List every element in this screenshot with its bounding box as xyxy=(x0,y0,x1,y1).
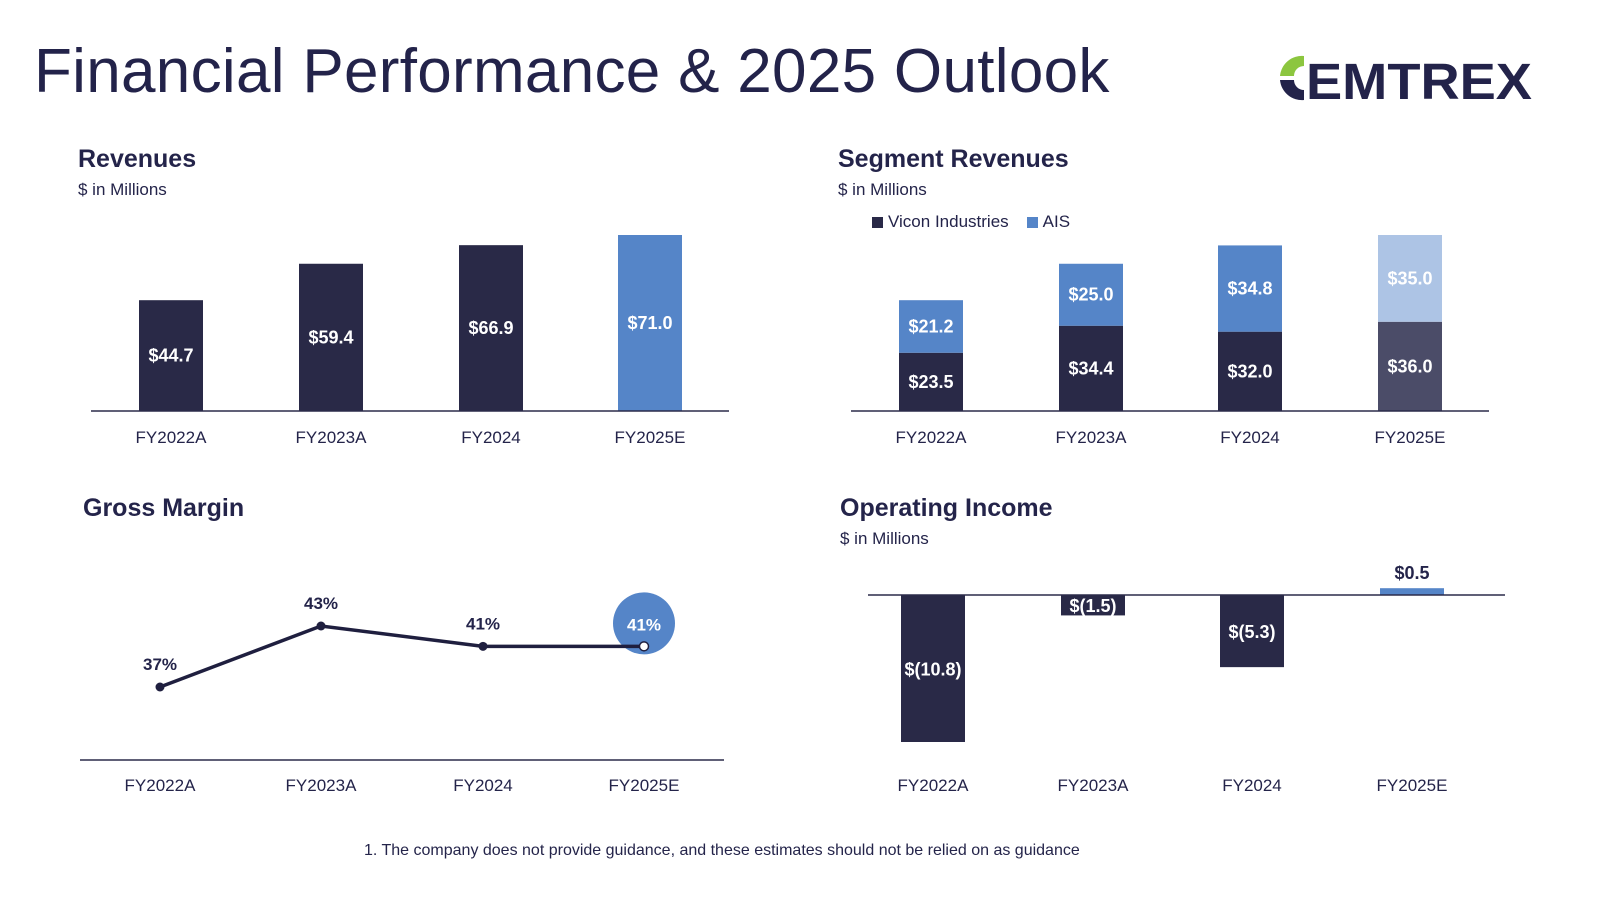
revenue-data-label: $59.4 xyxy=(308,327,353,347)
revenues-title: Revenues xyxy=(78,145,197,173)
page-title: Financial Performance & 2025 Outlook xyxy=(34,37,1110,106)
gross-margin-x-tick-label: FY2022A xyxy=(125,776,197,795)
gross-margin-estimate-highlight xyxy=(613,592,675,655)
segment-ais-data-label: $34.8 xyxy=(1227,279,1272,299)
segment-revenues-title: Segment Revenues xyxy=(838,145,1069,173)
operating-income-bar-FY2024 xyxy=(1220,595,1284,668)
segment-vicon-data-label: $34.4 xyxy=(1068,358,1113,378)
gross-margin-x-tick-label: FY2023A xyxy=(286,776,358,795)
revenue-x-tick-label: FY2022A xyxy=(136,428,208,447)
operating-income-title: Operating Income xyxy=(840,494,1053,522)
gross-margin-data-label: 37% xyxy=(143,655,177,674)
segment-bar-vicon-FY2024 xyxy=(1218,331,1282,411)
gross-margin-data-label: 41% xyxy=(627,615,661,634)
segment-vicon-data-label: $23.5 xyxy=(908,372,953,392)
operating-income-x-tick-label: FY2022A xyxy=(898,776,970,795)
legend-item-ais: AIS xyxy=(1026,212,1071,232)
operating-income-x-tick-label: FY2025E xyxy=(1377,776,1448,795)
operating-income-bar-FY2025E xyxy=(1380,588,1444,595)
segment-legend: Vicon Industries AIS xyxy=(872,212,1070,232)
segment-bar-ais-FY2023A xyxy=(1059,263,1123,326)
gross-margin-point-FY2025E xyxy=(638,641,650,652)
operating-income-subtitle: $ in Millions xyxy=(840,529,929,548)
segment-x-tick-label: FY2023A xyxy=(1056,428,1128,447)
segment-bar-vicon-FY2023A xyxy=(1059,325,1123,411)
revenue-bar-FY2024 xyxy=(459,245,523,411)
operating-income-x-tick-label: FY2023A xyxy=(1058,776,1130,795)
gross-margin-point-FY2022A xyxy=(155,682,165,692)
revenue-x-tick-label: FY2023A xyxy=(296,428,368,447)
operating-income-data-label: $0.5 xyxy=(1394,563,1429,583)
segment-x-tick-label: FY2025E xyxy=(1375,428,1446,447)
legend-swatch-vicon xyxy=(872,216,883,228)
operating-income-bar-FY2023A xyxy=(1061,595,1125,616)
gross-margin-point-FY2024 xyxy=(478,641,488,651)
segment-bar-vicon-FY2025E xyxy=(1378,321,1442,411)
segment-ais-data-label: $35.0 xyxy=(1387,268,1432,288)
operating-income-data-label: $(5.3) xyxy=(1228,622,1275,642)
gross-margin-data-label: 43% xyxy=(304,594,338,613)
segment-bar-vicon-FY2022A xyxy=(899,352,963,411)
gross-margin-line xyxy=(159,624,644,689)
segment-bar-ais-FY2025E xyxy=(1378,235,1442,322)
revenue-bar-FY2023A xyxy=(299,263,363,411)
segment-x-tick-label: FY2022A xyxy=(896,428,968,447)
operating-income-bar-FY2022A xyxy=(901,595,965,742)
gross-margin-title: Gross Margin xyxy=(83,494,245,522)
segment-x-tick-label: FY2024 xyxy=(1220,428,1280,447)
logo-text: EMTREX xyxy=(1306,53,1532,104)
operating-income-data-label: $(1.5) xyxy=(1069,596,1116,616)
legend-label-ais: AIS xyxy=(1042,212,1071,231)
revenue-bar-FY2022A xyxy=(139,300,203,411)
logo-c-green-arc xyxy=(1280,55,1304,76)
gross-margin-x-tick-label: FY2024 xyxy=(453,776,513,795)
revenue-bar-FY2025E xyxy=(618,235,682,411)
legend-swatch-ais xyxy=(1026,216,1038,228)
segment-revenues-subtitle: $ in Millions xyxy=(838,180,927,199)
gross-margin-point-FY2023A xyxy=(316,621,326,631)
revenue-data-label: $44.7 xyxy=(148,346,193,366)
revenue-x-tick-label: FY2024 xyxy=(461,428,521,447)
segment-vicon-data-label: $36.0 xyxy=(1387,356,1432,376)
segment-ais-data-label: $21.2 xyxy=(908,316,953,336)
revenue-data-label: $71.0 xyxy=(627,313,672,333)
revenues-subtitle: $ in Millions xyxy=(78,180,167,199)
legend-label-vicon: Vicon Industries xyxy=(888,212,1009,231)
legend-item-vicon: Vicon Industries xyxy=(872,212,1009,232)
operating-income-data-label: $(10.8) xyxy=(904,660,961,680)
segment-bar-ais-FY2022A xyxy=(899,300,963,353)
gross-margin-data-label: 41% xyxy=(466,614,500,633)
segment-vicon-data-label: $32.0 xyxy=(1227,361,1272,381)
footnote: 1. The company does not provide guidance… xyxy=(364,842,1080,859)
operating-income-x-tick-label: FY2024 xyxy=(1222,776,1282,795)
logo-c-navy-arc xyxy=(1280,80,1304,101)
cemtrex-logo: EMTREX xyxy=(1280,53,1532,104)
revenue-data-label: $66.9 xyxy=(468,318,513,338)
segment-bar-ais-FY2024 xyxy=(1218,245,1282,332)
gross-margin-x-tick-label: FY2025E xyxy=(609,776,680,795)
revenue-x-tick-label: FY2025E xyxy=(615,428,686,447)
segment-ais-data-label: $25.0 xyxy=(1068,285,1113,305)
